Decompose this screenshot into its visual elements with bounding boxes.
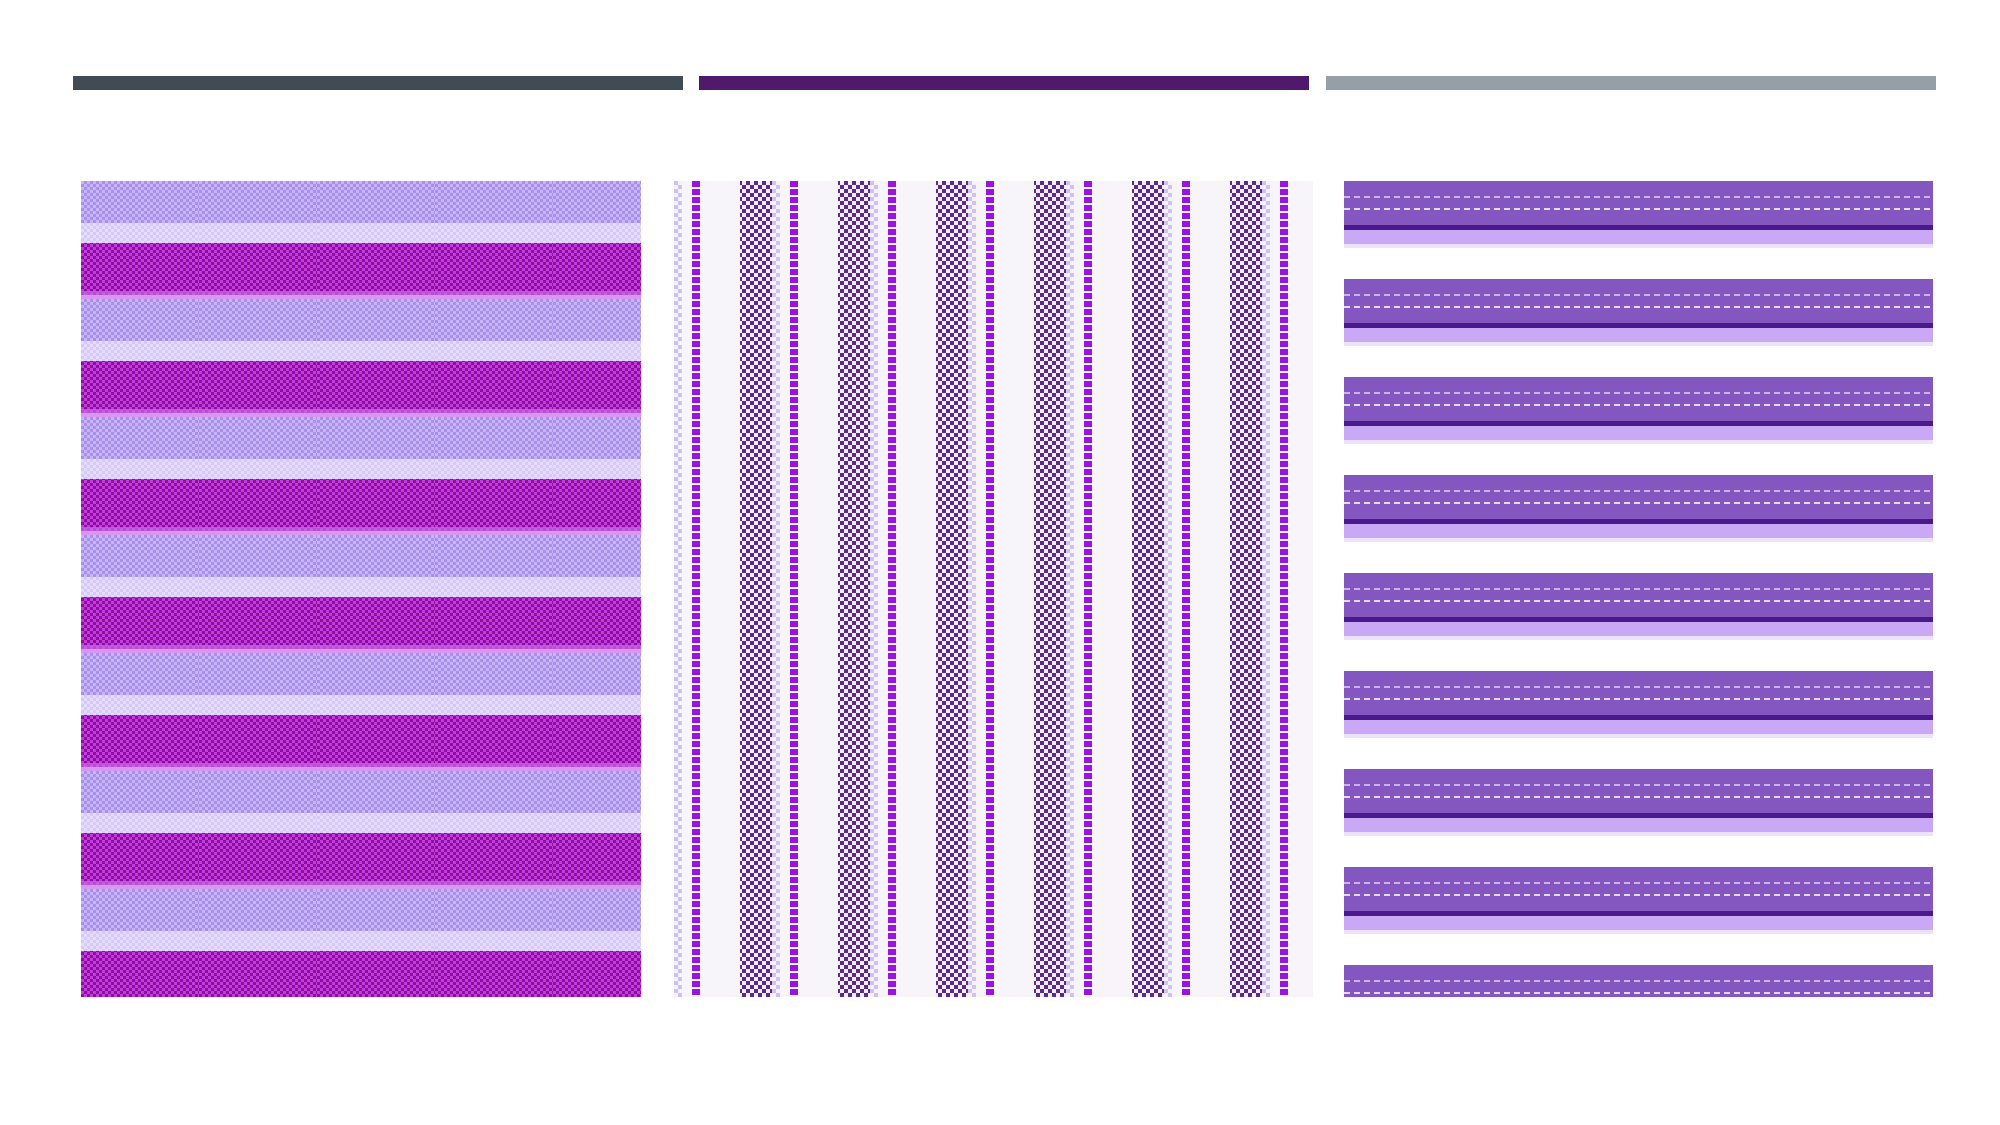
accent-bar xyxy=(1326,76,1936,90)
pattern-image xyxy=(674,181,1313,997)
accent-bar xyxy=(699,76,1309,90)
accent-bar xyxy=(73,76,683,90)
pattern-image xyxy=(81,181,641,997)
pattern-image xyxy=(1344,181,1933,997)
